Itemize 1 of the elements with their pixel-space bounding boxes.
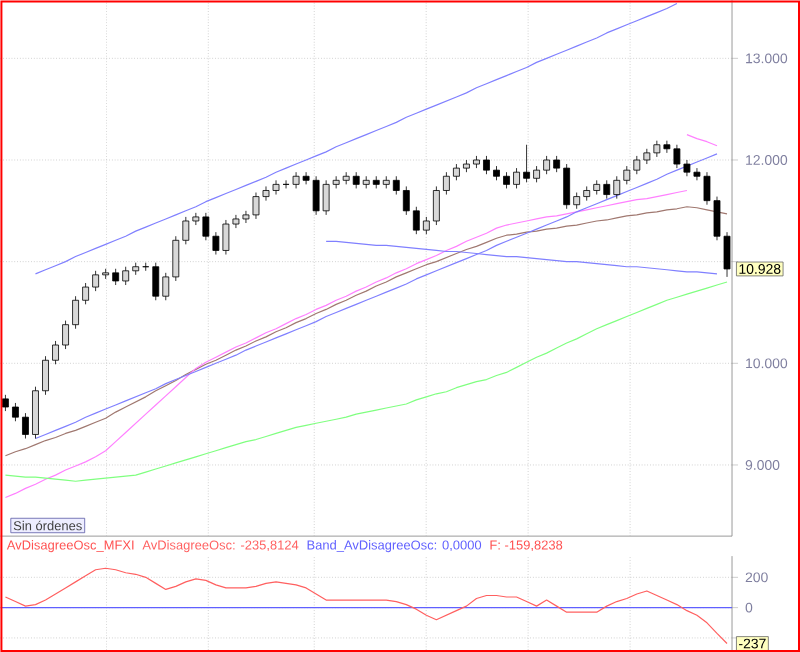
line-series [4, 281, 728, 482]
